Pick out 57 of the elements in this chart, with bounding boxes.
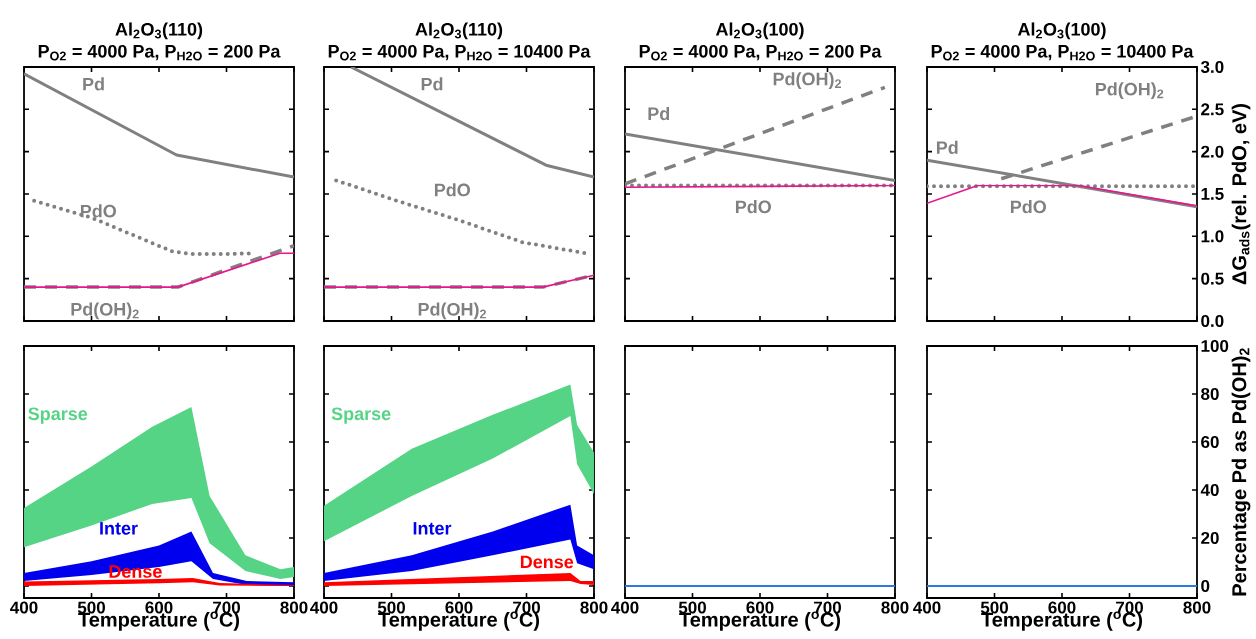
x-tick-label: 600	[746, 601, 774, 614]
y-tick-label: 2.5	[1201, 103, 1224, 116]
chart-title: Al$_{2}$O$_{3}$(110)	[115, 22, 203, 40]
y-tick-label: 0.5	[1201, 272, 1224, 285]
y-axis-title: Percentage Pd as Pd(OH)$_{2}$	[1231, 348, 1251, 596]
x-tick-label: 800	[280, 601, 308, 614]
x-tick-label: 600	[1048, 601, 1076, 614]
x-tick-label: 800	[580, 601, 608, 614]
x-tick-label: 800	[881, 601, 909, 614]
x-tick-label: 400	[913, 601, 941, 614]
series-label: Pd	[648, 106, 670, 121]
y-tick-label: 2.0	[1201, 145, 1224, 158]
y-tick-label: 0.0	[1201, 314, 1224, 328]
chart-title: Al$_{2}$O$_{3}$(100)	[715, 22, 804, 40]
x-tick-label: 500	[377, 601, 405, 614]
y-tick-label: 60	[1201, 435, 1219, 449]
y-tick-label: 1.0	[1201, 230, 1224, 243]
series-label: PdO	[735, 200, 772, 214]
series-label: PdO	[80, 204, 117, 218]
x-tick-label: 500	[77, 601, 105, 614]
series-label: PdO	[434, 183, 471, 197]
legend-label: Inter	[413, 522, 452, 535]
series-label: Pd(OH)$_{2}$	[71, 302, 139, 320]
series-label: Pd(OH)$_{2}$	[1095, 82, 1164, 100]
x-tick-label: 800	[1183, 601, 1211, 614]
x-tick-label: 500	[678, 601, 706, 614]
chart-title: Al$_{2}$O$_{3}$(110)	[415, 22, 503, 40]
y-tick-label: 40	[1200, 483, 1219, 497]
y-tick-label: 80	[1201, 387, 1219, 401]
x-tick-label: 400	[611, 601, 639, 614]
chart-subtitle: P$_{O2}$ = 4000 Pa, P$_{H2O}$ = 10400 Pa	[931, 44, 1194, 61]
y-tick-label: 20	[1201, 531, 1219, 545]
y-tick-label: 3.0	[1200, 60, 1224, 74]
chart-subtitle: P$_{O2}$ = 4000 Pa, P$_{H2O}$ = 200 Pa	[38, 44, 281, 61]
series-label: PdO	[1010, 200, 1047, 214]
series-label: Pd(OH)$_{2}$	[418, 302, 486, 320]
x-tick-label: 600	[445, 601, 473, 614]
legend-label: Inter	[100, 522, 138, 535]
y-tick-label: 100	[1201, 339, 1229, 353]
y-axis-title: ΔG$_{ads}$(rel. PdO, eV)	[1231, 103, 1251, 285]
y-tick-label: 0	[1201, 579, 1210, 593]
series-label: Pd	[936, 140, 958, 155]
legend-label: Sparse	[28, 407, 88, 424]
legend-label: Dense	[109, 565, 162, 578]
x-tick-label: 500	[980, 601, 1008, 614]
chart-title: Al$_{2}$O$_{3}$(100)	[1017, 22, 1106, 40]
series-label: Pd	[83, 77, 104, 91]
legend-label: Sparse	[331, 407, 391, 424]
x-tick-label: 600	[145, 601, 173, 614]
legend-label: Dense	[520, 555, 574, 569]
series-label: Pd(OH)$_{2}$	[773, 72, 841, 89]
y-tick-label: 1.5	[1201, 188, 1224, 200]
series-label: Pd	[421, 77, 443, 91]
chart-subtitle: P$_{O2}$ = 4000 Pa, P$_{H2O}$ = 200 Pa	[639, 44, 882, 61]
x-tick-label: 400	[10, 601, 38, 614]
x-tick-label: 400	[310, 601, 338, 614]
chart-subtitle: P$_{O2}$ = 4000 Pa, P$_{H2O}$ = 10400 Pa	[328, 44, 591, 61]
